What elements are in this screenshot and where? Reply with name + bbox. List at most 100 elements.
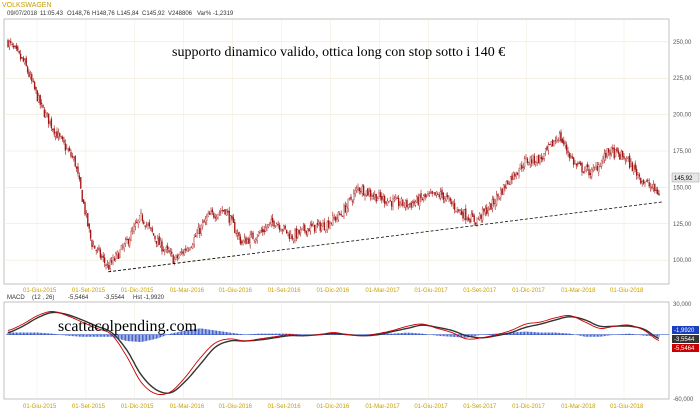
candle-body: [11, 43, 13, 45]
candle-body: [292, 238, 295, 242]
candle-body: [579, 162, 582, 165]
candle-body: [91, 240, 93, 248]
candle-body: [425, 195, 428, 197]
candle-body: [220, 211, 222, 213]
candle-body: [424, 193, 426, 198]
candle-body: [73, 157, 75, 160]
candle-body: [84, 202, 86, 215]
candle-body: [431, 190, 433, 194]
candle-body: [159, 240, 162, 247]
candle-body: [164, 249, 166, 252]
candle-body: [287, 231, 289, 233]
candle-body: [446, 195, 449, 198]
candle-body: [193, 237, 195, 245]
candle-body: [106, 264, 109, 265]
candle-body: [572, 157, 575, 165]
candle-body: [526, 158, 529, 164]
candle-body: [565, 144, 568, 151]
candle-body: [259, 232, 261, 233]
candle-body: [88, 223, 90, 229]
candle-body: [588, 168, 590, 176]
candle-body: [71, 155, 74, 158]
candle-body: [623, 156, 625, 160]
candle-body: [474, 222, 477, 225]
candle-body: [624, 159, 627, 161]
macd-panel-frame: [3, 301, 670, 400]
candle-body: [333, 217, 335, 219]
price-x-tick: 01-Giu-2018: [610, 288, 644, 294]
candle-body: [472, 213, 474, 217]
candle-body: [325, 229, 327, 232]
candle-body: [563, 140, 565, 145]
header-close: C145,92: [142, 11, 165, 17]
candle-body: [204, 218, 207, 223]
candle-body: [480, 214, 482, 219]
candle-body: [344, 205, 347, 213]
candle-body: [351, 201, 354, 203]
candle-body: [357, 187, 359, 190]
price-x-tick: 01-Giu-2017: [414, 288, 448, 294]
candle-body: [222, 210, 225, 212]
candle-body: [266, 227, 268, 229]
candle-body: [43, 109, 46, 118]
candle-body: [393, 198, 396, 201]
candle-body: [448, 197, 450, 199]
candle-body: [627, 157, 629, 159]
candle-body: [453, 202, 456, 210]
candle-body: [14, 45, 16, 47]
candle-body: [210, 211, 212, 215]
candle-body: [379, 192, 382, 198]
candle-body: [427, 193, 429, 195]
candle-body: [392, 198, 394, 207]
candle-body: [183, 249, 186, 256]
candle-body: [386, 200, 389, 206]
candle-body: [493, 198, 495, 205]
candle-body: [263, 229, 265, 233]
candle-body: [122, 246, 124, 248]
candle-body: [143, 221, 145, 224]
candle-body: [211, 209, 214, 213]
candle-body: [362, 185, 365, 196]
candle-body: [330, 222, 333, 224]
price-x-tick: 01-Mar-2016: [170, 288, 205, 294]
candle-body: [371, 196, 373, 199]
price-y-ticks: 100,00 125,00 150,00 175,00 200,00 225,00 250,…: [673, 40, 692, 264]
candle-body: [451, 201, 453, 205]
candle-body: [644, 182, 646, 184]
candle-body: [276, 223, 278, 227]
candle-body: [452, 204, 454, 206]
candle-body: [278, 225, 281, 230]
candle-body: [411, 202, 414, 208]
candle-body: [192, 244, 194, 249]
candle-body: [243, 237, 246, 242]
candle-body: [322, 223, 324, 227]
candle-body: [168, 250, 170, 253]
candle-body: [514, 173, 516, 177]
candle-body: [430, 192, 432, 194]
candle-body: [488, 203, 491, 209]
candle-body: [630, 161, 632, 167]
candle-body: [94, 245, 96, 249]
candle-body: [449, 198, 452, 201]
candle-body: [284, 226, 286, 229]
candle-body: [305, 230, 307, 235]
candle-body: [460, 210, 463, 215]
candle-body: [444, 198, 446, 202]
candle-body: [495, 194, 498, 205]
candle-body: [25, 57, 27, 67]
candle-body: [56, 131, 58, 139]
candle-body: [530, 159, 533, 164]
candle-body: [297, 229, 299, 238]
candle-body: [285, 229, 288, 234]
candle-body: [7, 39, 9, 48]
candle-body: [358, 187, 361, 191]
candle-body: [66, 147, 68, 149]
candle-body: [505, 181, 508, 189]
last-price-label: 145,92: [674, 176, 693, 182]
candle-body: [98, 247, 100, 250]
candle-body: [410, 202, 412, 208]
candle-body: [274, 225, 277, 227]
candle-body: [182, 251, 184, 254]
candle-body: [438, 194, 440, 198]
candle-body: [466, 218, 468, 221]
